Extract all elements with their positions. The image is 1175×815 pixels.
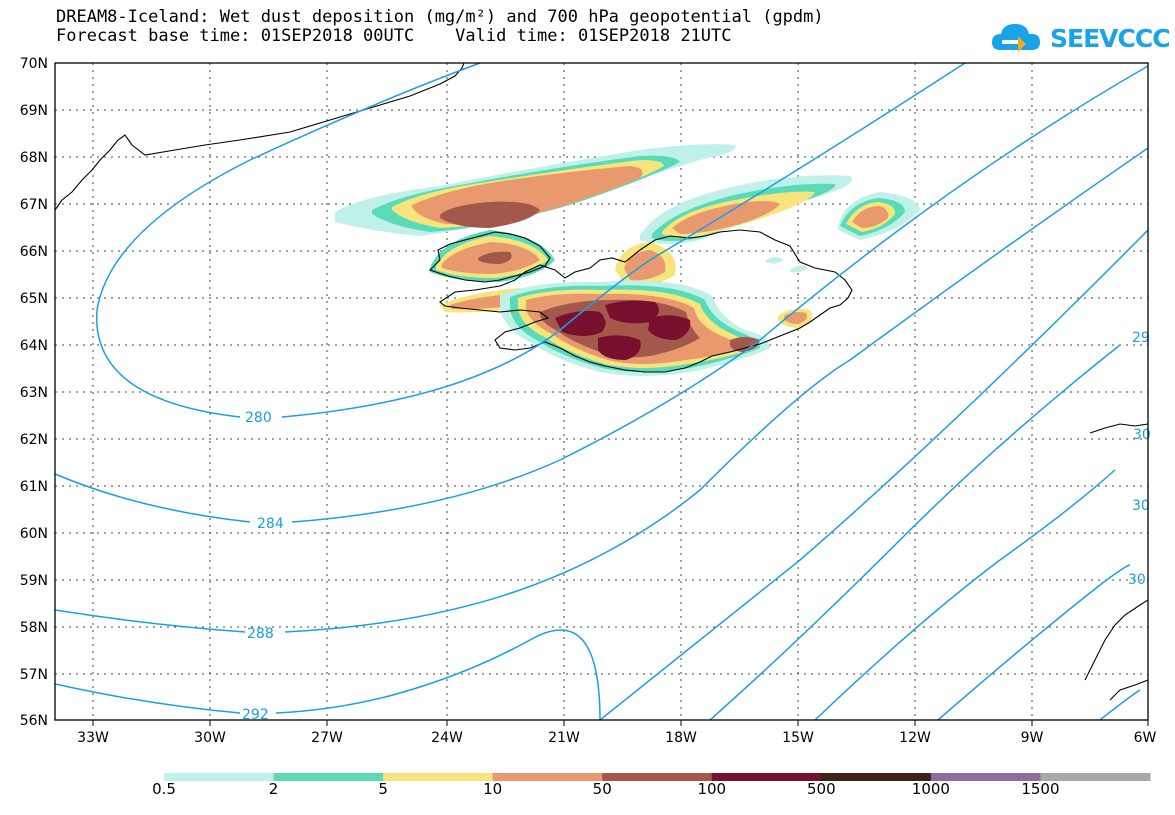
lat-label: 65N <box>20 291 48 307</box>
lon-label: 15W <box>782 730 814 746</box>
lat-label: 59N <box>20 573 48 589</box>
lat-label: 63N <box>20 385 48 401</box>
lon-label: 18W <box>665 730 697 746</box>
lat-label: 70N <box>20 56 48 72</box>
legend-label: 500 <box>807 780 836 798</box>
legend-swatch <box>930 773 1041 781</box>
geopotential-contours <box>55 63 1148 720</box>
seevccc-logo: SEEVCCC <box>990 18 1171 58</box>
logo-text: SEEVCCC <box>1050 24 1171 53</box>
lat-label: 69N <box>20 103 48 119</box>
legend-swatch <box>273 773 384 781</box>
contour-label: 30 <box>1132 498 1150 514</box>
lat-label: 62N <box>20 432 48 448</box>
lat-label: 61N <box>20 479 48 495</box>
map-title-line1: DREAM8-Iceland: Wet dust deposition (mg/… <box>56 7 824 27</box>
legend-label: 10 <box>483 780 503 798</box>
latitude-labels: 70N 69N 68N 67N 66N 65N 64N 63N 62N 61N … <box>20 56 48 729</box>
lat-label: 68N <box>20 150 48 166</box>
longitude-labels: 33W 30W 27W 24W 21W 18W 15W 12W 9W 6W <box>77 730 1156 746</box>
lat-label: 66N <box>20 244 48 260</box>
legend-label: 1000 <box>911 780 950 798</box>
legend-label: 50 <box>592 780 612 798</box>
legend-label: 5 <box>378 780 388 798</box>
legend-swatch <box>383 773 494 781</box>
lat-label: 56N <box>20 713 48 729</box>
legend-swatch <box>821 773 932 781</box>
lon-label: 6W <box>1134 730 1157 746</box>
contour-label: 30 <box>1128 572 1146 588</box>
contour-labels: 280 284 288 292 29 30 30 30 <box>242 330 1151 723</box>
lon-label: 33W <box>77 730 109 746</box>
lat-label: 67N <box>20 197 48 213</box>
legend-label: 1500 <box>1021 780 1060 798</box>
lon-label: 27W <box>311 730 343 746</box>
lon-label: 30W <box>194 730 226 746</box>
lat-label: 60N <box>20 526 48 542</box>
legend-label: 2 <box>268 780 279 798</box>
contour-label: 29 <box>1132 330 1150 346</box>
color-legend-bar <box>164 773 1151 781</box>
axis-ticks <box>92 720 1149 726</box>
legend-swatch <box>711 773 822 781</box>
map-frame <box>54 62 1149 721</box>
legend-swatch <box>1040 773 1151 781</box>
lon-label: 12W <box>899 730 931 746</box>
contour-label: 292 <box>242 707 269 723</box>
map-title-line2: Forecast base time: 01SEP2018 00UTC Vali… <box>56 26 732 46</box>
lon-label: 9W <box>1021 730 1044 746</box>
legend-label: 0.5 <box>152 780 176 798</box>
lon-label: 21W <box>548 730 580 746</box>
legend-swatch <box>602 773 713 781</box>
legend-swatch <box>164 773 275 781</box>
legend-label: 100 <box>697 780 727 798</box>
lat-label: 58N <box>20 620 48 636</box>
legend-swatch <box>492 773 603 781</box>
cloud-icon <box>992 24 1040 52</box>
contour-label: 288 <box>247 626 274 642</box>
coastlines <box>55 63 1148 701</box>
contour-label: 30 <box>1133 427 1151 443</box>
lat-label: 64N <box>20 338 48 354</box>
lat-label: 57N <box>20 667 48 683</box>
contour-label: 280 <box>245 410 272 426</box>
contour-label: 284 <box>257 516 284 532</box>
lon-label: 24W <box>431 730 463 746</box>
